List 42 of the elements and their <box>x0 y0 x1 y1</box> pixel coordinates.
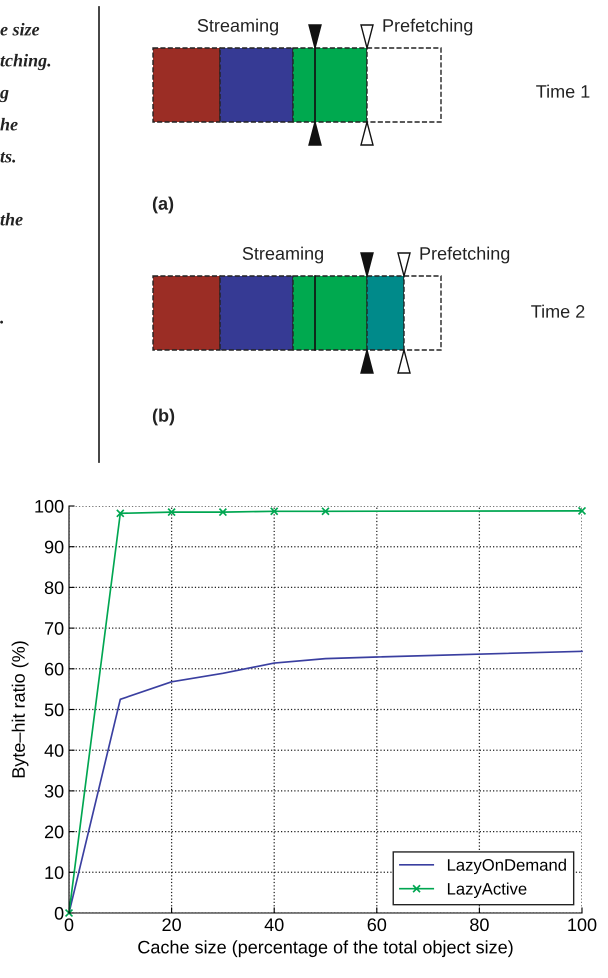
y-tick-label: 80 <box>44 581 64 594</box>
text: Time 2 <box>531 304 584 318</box>
x-tick-label: 60 <box>368 918 386 932</box>
text: Time 1 <box>536 84 590 98</box>
y-tick-label: 100 <box>35 500 64 513</box>
point <box>167 508 176 516</box>
text: Prefetching <box>420 246 510 264</box>
x-tick-label: 0 <box>64 918 74 932</box>
text: Prefetching <box>383 18 472 36</box>
x-axis-title: Cache size (percentage of the total object size) <box>138 940 513 958</box>
text: the <box>0 212 23 226</box>
text: g <box>0 90 9 102</box>
y-axis-title: Byte–hit ratio (%) <box>12 641 28 778</box>
text: Streaming <box>198 18 278 36</box>
x-tick-label: 40 <box>264 918 284 932</box>
y-tick-label: 10 <box>45 866 64 880</box>
y-tick-label: 30 <box>44 784 64 798</box>
point <box>218 508 228 516</box>
y-tick-label: 50 <box>44 703 64 716</box>
x-tick-label: 80 <box>470 918 489 932</box>
point <box>116 509 125 518</box>
y-tick-label: 60 <box>44 662 64 676</box>
text: (a) <box>152 196 174 214</box>
y-tick-label: 40 <box>44 744 64 757</box>
text: . <box>0 320 4 324</box>
y-tick-label: 90 <box>44 540 64 554</box>
y-tick-label: 0 <box>54 906 64 920</box>
text: e size <box>0 22 40 36</box>
legend-label: LazyActive <box>448 882 526 898</box>
text: tching. <box>0 54 50 70</box>
legend-label: LazyOnDemand <box>448 858 566 874</box>
text: he <box>0 118 18 131</box>
text: ts. <box>0 152 16 163</box>
y-tick-label: 70 <box>44 622 64 635</box>
point <box>321 506 330 516</box>
x-tick-label: 20 <box>162 918 181 932</box>
y-tick-label: 20 <box>44 826 64 838</box>
point <box>578 506 586 516</box>
x-tick-label: 100 <box>568 918 596 932</box>
text: Streaming <box>242 246 323 264</box>
text: (b) <box>152 408 174 426</box>
point <box>270 506 279 516</box>
